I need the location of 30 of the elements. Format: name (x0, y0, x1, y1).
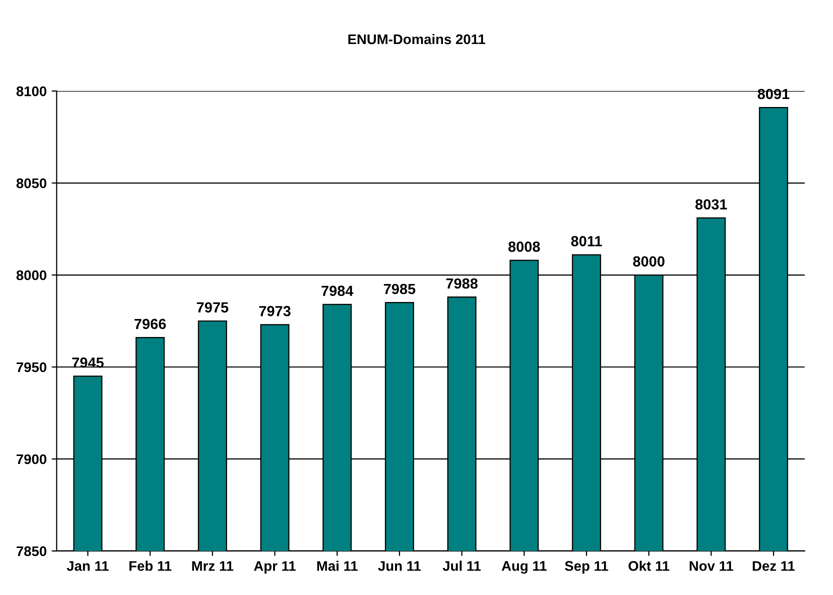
y-tick-label: 7950 (16, 362, 46, 372)
data-label: 7988 (446, 278, 478, 289)
x-tick-label: Feb 11 (129, 560, 172, 571)
y-tick-label: 7900 (16, 454, 46, 464)
y-tick-label: 8100 (16, 86, 46, 96)
x-tick-label: Mrz 11 (192, 561, 234, 571)
x-tick-label: Jan 11 (66, 561, 109, 571)
x-tick-label: Okt 11 (628, 560, 670, 571)
data-label: 7966 (134, 318, 166, 330)
x-tick-label: Jul 11 (442, 560, 481, 571)
data-label: 7975 (196, 302, 228, 313)
data-label: 8031 (695, 199, 727, 210)
x-tick-label: Nov 11 (690, 561, 734, 571)
x-tick-label: Jun 11 (378, 561, 421, 571)
y-tick-label: 8050 (16, 178, 46, 188)
data-label: 8011 (571, 236, 602, 246)
x-tick-label: Mai 11 (317, 560, 358, 571)
chart-title: ENUM-Domains 2011 (348, 34, 486, 44)
y-tick-label: 8000 (16, 270, 46, 280)
x-tick-label: Dez 11 (752, 561, 795, 571)
x-tick-label: Apr 11 (254, 561, 296, 574)
data-label: 8091 (758, 88, 790, 100)
data-label: 7973 (259, 306, 291, 316)
data-label: 7985 (384, 284, 416, 294)
data-label: 8008 (508, 242, 540, 252)
x-tick-label: Sep 11 (564, 561, 608, 574)
data-label: 7984 (322, 286, 354, 296)
y-tick-label: 7850 (16, 546, 46, 556)
data-label: 8000 (633, 256, 664, 267)
x-tick-label: Aug 11 (502, 561, 547, 574)
